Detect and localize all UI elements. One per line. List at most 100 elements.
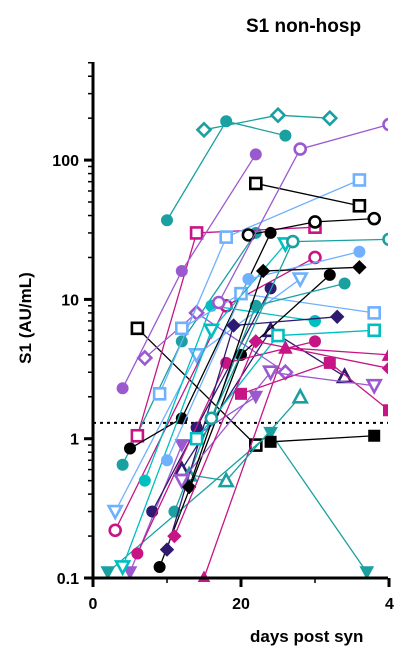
series-2 — [161, 115, 292, 227]
data-point — [181, 479, 197, 495]
series-3 — [195, 106, 339, 139]
y-tick-label: 100 — [52, 153, 79, 170]
data-point — [293, 142, 308, 156]
data-point — [130, 321, 145, 336]
data-point — [152, 387, 167, 401]
data-point — [189, 226, 204, 240]
data-point — [329, 309, 345, 325]
data-point — [309, 314, 321, 327]
data-point — [131, 547, 144, 560]
data-point — [383, 404, 388, 417]
data-point — [212, 295, 226, 310]
data-point — [365, 378, 383, 395]
data-point — [122, 566, 138, 580]
data-point — [161, 214, 173, 227]
data-point — [100, 566, 116, 580]
data-point — [106, 504, 124, 521]
data-point — [249, 148, 262, 161]
data-point — [242, 273, 255, 286]
data-point — [249, 176, 263, 191]
data-point — [175, 321, 189, 336]
data-point — [130, 428, 145, 443]
data-point — [261, 365, 280, 382]
data-point — [113, 560, 132, 577]
data-point — [173, 473, 191, 490]
data-point — [264, 226, 277, 239]
y-tick-label: 1 — [70, 432, 79, 449]
data-point — [323, 268, 336, 281]
data-point — [367, 323, 382, 338]
data-point — [309, 335, 321, 348]
data-point — [124, 442, 136, 455]
data-point — [116, 458, 129, 471]
series-22 — [175, 286, 382, 336]
data-point — [255, 263, 271, 279]
data-point — [195, 121, 213, 139]
series-31 — [173, 365, 383, 490]
x-tick-label: 20 — [232, 596, 250, 613]
series-7 — [116, 148, 262, 395]
series-25 — [212, 117, 388, 310]
series-18 — [264, 429, 381, 448]
data-point — [381, 362, 388, 375]
data-point — [167, 528, 182, 544]
data-point — [321, 109, 339, 127]
y-tick-label: 10 — [61, 292, 79, 309]
data-point — [174, 439, 190, 453]
data-point — [291, 272, 309, 289]
data-point — [285, 234, 300, 249]
x-axis-label: days post syn — [250, 627, 363, 646]
data-point — [264, 435, 277, 448]
data-point — [352, 198, 367, 213]
series-line — [255, 182, 360, 207]
data-point — [234, 286, 248, 301]
data-point — [368, 429, 381, 442]
data-point — [269, 106, 287, 124]
series-line — [166, 120, 286, 221]
data-point — [249, 299, 262, 312]
series-21 — [122, 390, 264, 580]
x-tick-label: 4 — [385, 596, 394, 613]
data-point — [359, 566, 375, 580]
series-27 — [168, 277, 351, 518]
data-point — [323, 356, 336, 369]
data-point — [226, 318, 241, 333]
data-point — [308, 215, 322, 229]
data-point — [219, 230, 233, 244]
x-tick-label: 0 — [89, 596, 98, 613]
series-line — [270, 435, 375, 443]
axis-layer: 0.1 1 10 100 0 20 4 — [52, 61, 394, 613]
data-point — [153, 560, 166, 573]
y-tick-label: 0.1 — [57, 571, 79, 588]
series-28 — [131, 335, 321, 560]
data-point — [235, 387, 247, 400]
series-5 — [130, 220, 322, 443]
series-33 — [181, 260, 367, 495]
series-29 — [161, 245, 366, 467]
data-point — [382, 232, 388, 247]
data-point — [138, 474, 151, 487]
data-point — [108, 523, 122, 538]
data-point — [271, 328, 285, 343]
data-point — [248, 334, 264, 349]
data-point — [353, 245, 366, 258]
data-point — [367, 211, 382, 226]
series-6 — [108, 250, 322, 538]
data-point — [279, 129, 292, 142]
data-point — [338, 277, 351, 290]
series-9 — [152, 173, 367, 401]
data-point — [116, 382, 129, 395]
data-point — [175, 264, 188, 277]
series-line — [136, 226, 316, 436]
series-15 — [100, 426, 375, 580]
series-35 — [167, 334, 388, 544]
data-point — [161, 454, 173, 467]
series-layer — [93, 106, 388, 582]
series-34 — [204, 232, 388, 426]
series-line — [240, 362, 388, 411]
data-point — [248, 390, 264, 405]
y-axis-label: S1 (AU/mL) — [16, 272, 35, 364]
chart-title: S1 non-hosp — [246, 16, 361, 37]
